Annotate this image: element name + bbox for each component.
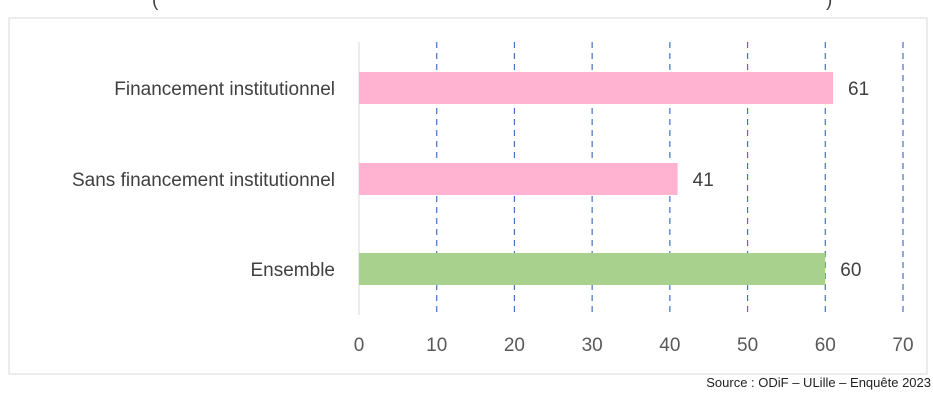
category-label-0: Financement institutionnel <box>114 79 335 100</box>
x-tick-label-0: 0 <box>354 335 365 356</box>
bar-2 <box>359 253 826 285</box>
category-label-1: Sans financement institutionnel <box>72 170 335 191</box>
x-tick-label-20: 20 <box>504 335 525 356</box>
x-axis-ticks: 0 10 20 30 40 50 60 70 <box>354 335 914 356</box>
x-tick-label-70: 70 <box>892 335 913 356</box>
x-tick-label-30: 30 <box>582 335 603 356</box>
x-tick-label-40: 40 <box>659 335 680 356</box>
data-label-1: 41 <box>693 170 714 191</box>
chart-frame <box>8 17 928 375</box>
category-labels: Financement institutionnel Sans financeme… <box>72 79 335 281</box>
x-tick-label-50: 50 <box>737 335 758 356</box>
category-label-2: Ensemble <box>251 260 336 281</box>
data-label-0: 61 <box>848 79 869 100</box>
bar-0 <box>359 72 834 104</box>
chart-title-fragment-end: ) <box>826 0 832 11</box>
data-label-2: 60 <box>840 260 861 281</box>
x-tick-label-60: 60 <box>815 335 836 356</box>
bars <box>359 72 834 285</box>
source-note: Source : ODiF – ULille – Enquête 2023 <box>706 375 931 390</box>
value-labels: 61 41 60 <box>693 79 870 281</box>
chart-title-fragment-start: ( <box>152 0 159 11</box>
bar-1 <box>359 163 678 195</box>
x-tick-label-10: 10 <box>426 335 447 356</box>
